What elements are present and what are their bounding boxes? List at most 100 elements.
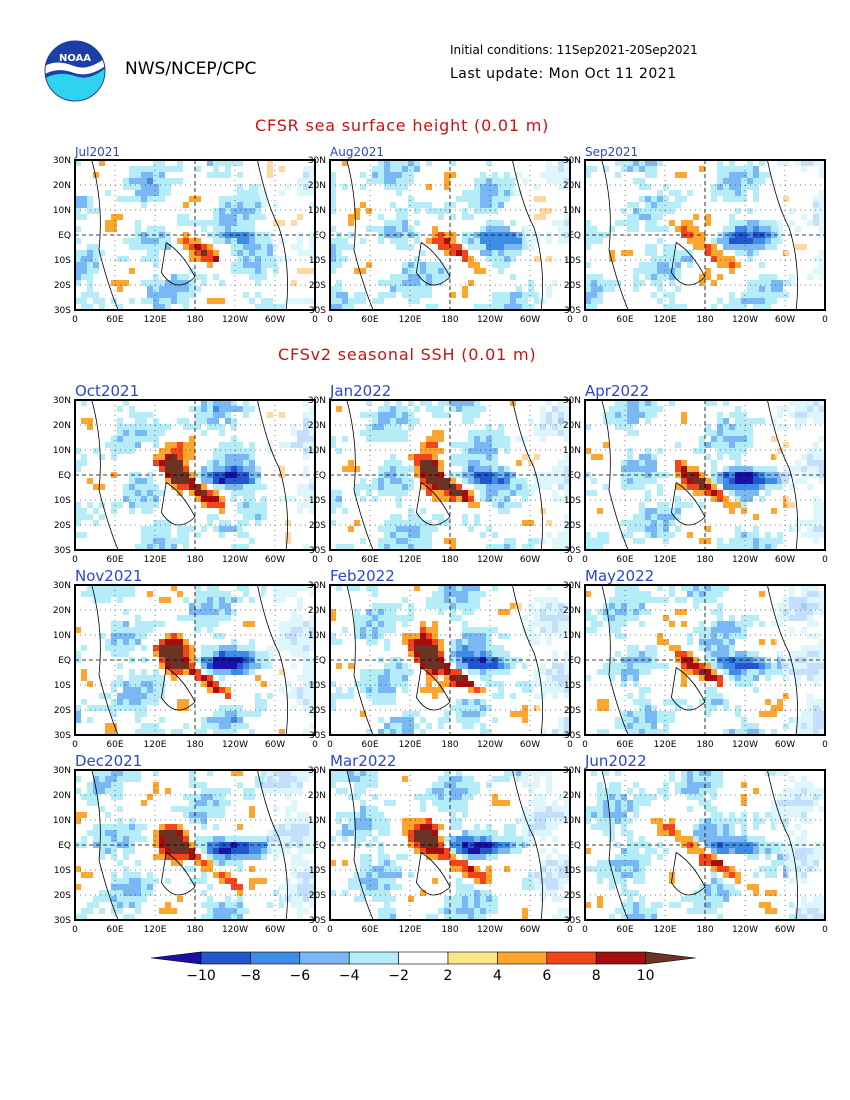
x-tick-label: 60W — [265, 555, 285, 565]
x-tick-label: 180 — [696, 925, 713, 935]
x-tick-label: 0 — [327, 740, 333, 750]
x-tick-label: 0 — [582, 740, 588, 750]
x-tick-label: 0 — [567, 925, 573, 935]
y-tick-label: 20N — [308, 421, 326, 431]
y-tick-label: 10N — [563, 206, 581, 216]
y-tick-label: 30N — [563, 156, 581, 166]
y-tick-label: 10N — [563, 631, 581, 641]
y-tick-label: 30S — [54, 916, 71, 926]
noaa-logo: NOAA — [44, 40, 106, 102]
y-tick-label: 30S — [564, 916, 581, 926]
x-tick-label: 180 — [441, 740, 458, 750]
y-tick-label: 20S — [564, 521, 581, 531]
y-tick-label: 30S — [564, 731, 581, 741]
x-tick-label: 120E — [144, 315, 167, 325]
colorbar-segment — [595, 951, 646, 965]
y-tick-label: 10S — [309, 681, 326, 691]
y-tick-label: 30N — [53, 396, 71, 406]
y-tick-label: 10N — [308, 446, 326, 456]
x-tick-label: 0 — [72, 740, 78, 750]
colorbar-segment — [299, 951, 350, 965]
colorbar-segment — [447, 951, 498, 965]
panel-frame — [584, 159, 826, 311]
y-tick-label: 20S — [564, 706, 581, 716]
y-tick-label: 20S — [309, 521, 326, 531]
x-tick-label: 180 — [186, 740, 203, 750]
y-tick-label: 30N — [53, 766, 71, 776]
colorbar-segment — [398, 951, 449, 965]
x-tick-label: 0 — [822, 315, 828, 325]
y-tick-label: 10S — [564, 496, 581, 506]
y-tick-label: 30N — [308, 766, 326, 776]
y-tick-label: 30N — [563, 766, 581, 776]
x-tick-label: 120W — [222, 925, 248, 935]
x-tick-label: 0 — [312, 555, 318, 565]
y-tick-label: 20N — [563, 181, 581, 191]
x-tick-label: 120E — [654, 555, 677, 565]
colorbar-label: −4 — [339, 968, 360, 984]
x-tick-label: 120W — [477, 555, 503, 565]
colorbar-segment — [348, 951, 399, 965]
x-tick-label: 120E — [399, 740, 422, 750]
y-tick-label: 30N — [308, 581, 326, 591]
y-tick-label: 20S — [309, 706, 326, 716]
x-tick-label: 120W — [477, 925, 503, 935]
y-tick-label: 10N — [53, 446, 71, 456]
y-tick-label: 20S — [54, 706, 71, 716]
x-tick-label: 120W — [732, 555, 758, 565]
y-tick-label: EQ — [58, 471, 71, 481]
x-tick-label: 120W — [732, 315, 758, 325]
y-tick-label: EQ — [568, 841, 581, 851]
panel-label: Jun2022 — [584, 752, 647, 770]
panel-frame — [329, 769, 571, 921]
panel-label: Dec2021 — [75, 752, 142, 770]
x-tick-label: 120E — [399, 315, 422, 325]
y-tick-label: 20N — [308, 181, 326, 191]
x-tick-label: 120W — [222, 315, 248, 325]
x-tick-label: 180 — [186, 315, 203, 325]
x-tick-label: 180 — [696, 315, 713, 325]
colorbar-label: −6 — [289, 968, 310, 984]
panel-frame — [74, 769, 316, 921]
x-tick-label: 120W — [732, 925, 758, 935]
colorbar-segment — [250, 951, 301, 965]
colorbar-segment — [645, 951, 696, 965]
x-tick-label: 120W — [222, 740, 248, 750]
y-tick-label: 10N — [53, 206, 71, 216]
x-tick-label: 60E — [361, 315, 378, 325]
y-tick-label: EQ — [313, 841, 326, 851]
x-tick-label: 60E — [616, 925, 633, 935]
x-tick-label: 60W — [775, 740, 795, 750]
y-tick-label: 10N — [308, 631, 326, 641]
x-tick-label: 60W — [520, 555, 540, 565]
y-tick-label: 20N — [308, 791, 326, 801]
panel-frame — [584, 584, 826, 736]
x-tick-label: 0 — [582, 555, 588, 565]
y-tick-label: 20N — [308, 606, 326, 616]
colorbar-segment — [546, 951, 597, 965]
observed-section-title: CFSR sea surface height (0.01 m) — [255, 116, 550, 135]
x-tick-label: 60E — [616, 315, 633, 325]
y-tick-label: EQ — [568, 231, 581, 241]
panel-frame — [329, 159, 571, 311]
y-tick-label: EQ — [568, 471, 581, 481]
y-tick-label: 30S — [309, 731, 326, 741]
x-tick-label: 60E — [616, 740, 633, 750]
y-tick-label: 20N — [563, 791, 581, 801]
x-tick-label: 0 — [327, 315, 333, 325]
x-tick-label: 60W — [265, 740, 285, 750]
panel-label: Aug2021 — [330, 145, 384, 159]
x-tick-label: 120E — [144, 555, 167, 565]
y-tick-label: 20S — [54, 891, 71, 901]
y-tick-label: 20S — [564, 281, 581, 291]
logo-text: NOAA — [59, 53, 91, 64]
colorbar-label: 10 — [637, 968, 655, 984]
panel-frame — [584, 399, 826, 551]
y-tick-label: 30N — [53, 581, 71, 591]
y-tick-label: 30S — [54, 546, 71, 556]
x-tick-label: 180 — [441, 315, 458, 325]
